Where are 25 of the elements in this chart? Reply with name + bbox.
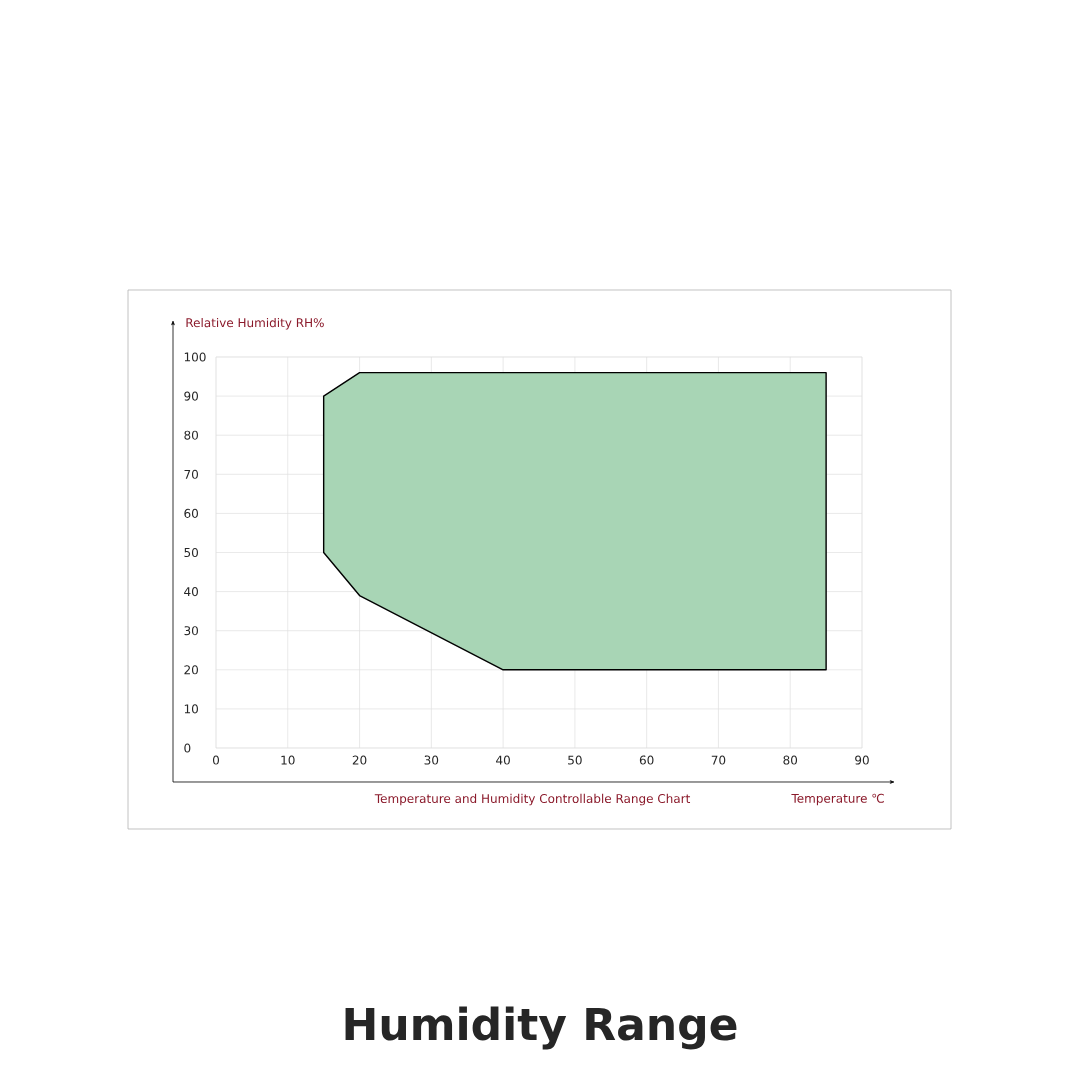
x-tick-label: 20 bbox=[352, 755, 367, 765]
x-tick-label: 50 bbox=[568, 755, 582, 765]
y-tick-label: 100 bbox=[184, 352, 206, 362]
x-tick-label: 40 bbox=[496, 755, 510, 765]
x-tick-label: 90 bbox=[855, 755, 869, 765]
y-tick-label: 70 bbox=[184, 469, 198, 479]
x-tick-label: 80 bbox=[783, 755, 798, 765]
y-tick-label: 90 bbox=[184, 391, 198, 401]
y-tick-label: 10 bbox=[184, 704, 198, 714]
x-axis-title: Temperature ℃ bbox=[791, 793, 884, 806]
x-tick-label: 60 bbox=[639, 755, 654, 765]
y-tick-label: 0 bbox=[184, 743, 191, 753]
y-tick-label: 30 bbox=[184, 626, 198, 636]
x-tick-label: 10 bbox=[281, 755, 295, 765]
x-tick-label: 0 bbox=[212, 755, 220, 765]
y-tick-label: 80 bbox=[184, 430, 198, 440]
text: Humidity Range bbox=[345, 1006, 737, 1050]
text: Temperature and Humidity Controllable Range Chart bbox=[374, 793, 691, 806]
y-tick-label: 50 bbox=[184, 547, 198, 558]
y-tick-label: 40 bbox=[184, 587, 198, 597]
y-axis-title: Relative Humidity RH% bbox=[186, 317, 324, 330]
x-tick-label: 70 bbox=[711, 755, 726, 765]
y-tick-label: 20 bbox=[184, 665, 198, 675]
x-tick-label: 30 bbox=[424, 755, 439, 765]
y-tick-label: 60 bbox=[184, 508, 198, 518]
